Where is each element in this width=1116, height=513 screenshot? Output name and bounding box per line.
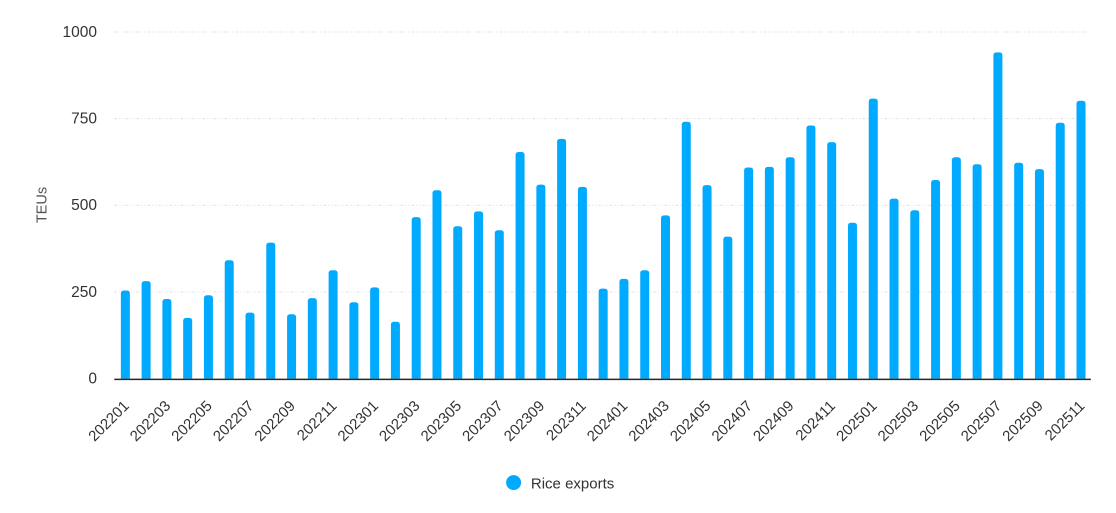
svg-text:750: 750: [71, 111, 97, 128]
svg-text:Rice exports: Rice exports: [531, 476, 614, 493]
svg-text:0: 0: [88, 370, 97, 387]
svg-text:500: 500: [71, 197, 97, 214]
svg-text:1000: 1000: [63, 24, 98, 41]
svg-text:TEUs: TEUs: [35, 187, 51, 223]
svg-text:250: 250: [71, 284, 97, 301]
